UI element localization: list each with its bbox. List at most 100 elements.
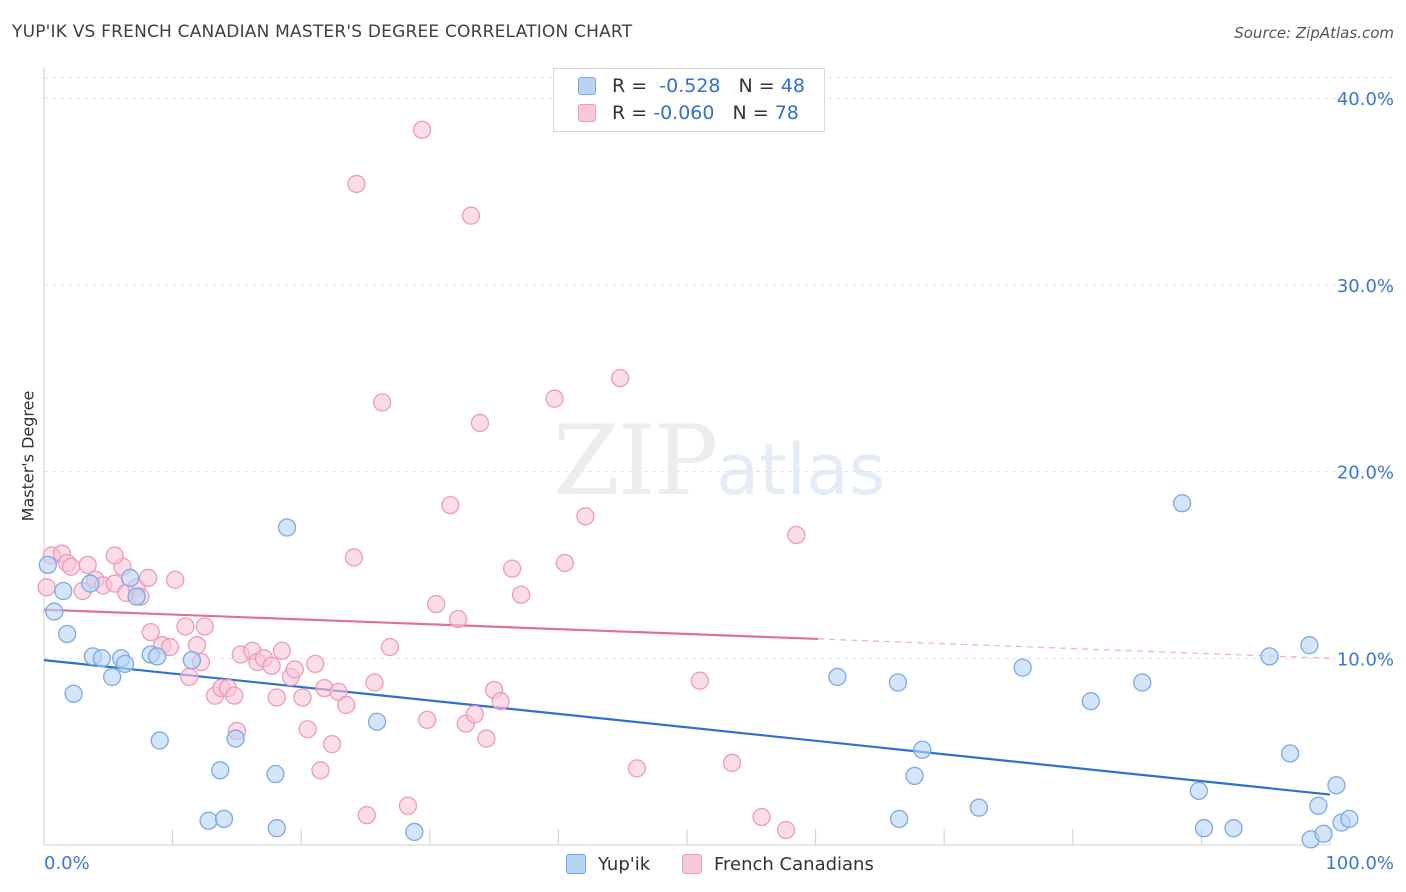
y-tick-label: 20.0%: [1337, 463, 1394, 484]
legend-r-value: -0.060: [653, 102, 715, 124]
point-yupik: [1314, 824, 1333, 843]
point-yupik: [913, 740, 932, 759]
chart-title: YUP'IK VS FRENCH CANADIAN MASTER'S DEGRE…: [12, 22, 633, 42]
point-french-canadians: [441, 495, 460, 515]
point-yupik: [1133, 673, 1152, 692]
point-french-canadians: [787, 525, 806, 545]
point-yupik: [267, 819, 286, 838]
data-points: [37, 120, 1359, 849]
point-yupik: [211, 761, 230, 780]
point-french-canadians: [267, 688, 286, 707]
bottom-legend-swatch-yupik: [566, 854, 586, 874]
point-yupik: [1172, 494, 1192, 513]
point-french-canadians: [344, 548, 364, 567]
point-french-canadians: [195, 617, 214, 636]
point-yupik: [38, 555, 58, 575]
point-yupik: [1081, 692, 1100, 711]
point-yupik: [905, 766, 924, 786]
legend-n-label: N =: [738, 75, 775, 97]
point-french-canadians: [180, 667, 199, 687]
point-french-canadians: [776, 820, 796, 840]
point-french-canadians: [465, 705, 484, 724]
point-yupik: [64, 684, 83, 703]
point-yupik: [1340, 809, 1359, 829]
y-tick-label: 30.0%: [1337, 276, 1394, 297]
point-french-canadians: [78, 555, 97, 575]
trend-lines: [43, 608, 1331, 796]
point-french-canadians: [418, 710, 437, 730]
point-yupik: [1327, 776, 1346, 795]
point-yupik: [57, 624, 77, 644]
point-yupik: [1013, 658, 1032, 677]
watermark-atlas: atlas: [716, 429, 886, 511]
point-french-canadians: [298, 720, 317, 739]
point-french-canadians: [373, 393, 392, 412]
point-french-canadians: [448, 609, 468, 629]
point-yupik: [277, 518, 297, 537]
point-yupik: [127, 587, 146, 606]
point-yupik: [405, 822, 424, 842]
bottom-legend-french-canadians: French Canadians: [682, 852, 874, 876]
point-french-canadians: [555, 553, 574, 573]
point-french-canadians: [262, 656, 281, 675]
y-axis-label: Master's Degree: [18, 390, 38, 522]
axes: [43, 68, 1331, 846]
point-yupik: [1224, 819, 1243, 838]
point-french-canadians: [491, 692, 510, 711]
legend-row-yupik: R = -0.528 N = 48: [578, 73, 805, 99]
y-tick-label: 40.0%: [1337, 89, 1394, 110]
point-yupik: [103, 667, 122, 687]
point-french-canadians: [347, 174, 366, 194]
point-yupik: [214, 809, 234, 829]
legend-n-value: 48: [780, 75, 805, 97]
point-french-canadians: [322, 735, 342, 754]
trend-line-french-canadians: [43, 608, 819, 641]
legend-row-french-canadians: R = -0.060 N = 78: [578, 100, 799, 126]
point-french-canadians: [141, 622, 160, 642]
point-yupik: [1194, 819, 1214, 838]
legend-n-value: 78: [774, 102, 799, 124]
point-yupik: [92, 649, 112, 668]
point-french-canadians: [690, 671, 710, 690]
point-french-canadians: [176, 617, 195, 636]
point-yupik: [199, 811, 218, 830]
x-tick-label: 0.0%: [44, 853, 90, 874]
chart-source: Source: ZipAtlas.com: [1234, 24, 1394, 42]
point-french-canadians: [139, 568, 158, 588]
point-french-canadians: [610, 368, 630, 388]
legend-r-label: R =: [612, 75, 648, 97]
point-french-canadians: [398, 796, 418, 815]
point-french-canadians: [357, 805, 376, 825]
point-french-canadians: [511, 585, 531, 604]
point-french-canadians: [306, 654, 325, 674]
point-yupik: [182, 650, 202, 670]
point-french-canadians: [470, 413, 490, 433]
point-french-canadians: [311, 761, 330, 780]
point-yupik: [828, 667, 847, 687]
point-yupik: [1280, 744, 1300, 763]
point-french-canadians: [272, 641, 292, 660]
point-french-canadians: [427, 594, 446, 614]
legend-r-label: R =: [612, 102, 648, 124]
bottom-legend-label-yupik: Yup'ik: [598, 853, 651, 875]
watermark: ZIPatlas: [553, 405, 885, 517]
point-french-canadians: [293, 688, 312, 707]
watermark-zip: ZIP: [553, 405, 718, 517]
point-yupik: [150, 731, 169, 750]
point-french-canadians: [752, 807, 771, 827]
point-yupik: [969, 798, 989, 817]
point-french-canadians: [61, 557, 81, 576]
point-yupik: [45, 602, 64, 621]
bottom-legend-yupik: Yup'ik: [566, 852, 650, 876]
point-yupik: [115, 654, 135, 674]
point-french-canadians: [722, 753, 742, 772]
point-yupik: [226, 729, 245, 748]
trend-line-extension-french-canadians: [818, 638, 1331, 659]
bottom-legend-swatch-french-canadians: [682, 854, 702, 874]
point-french-canadians: [627, 759, 646, 778]
point-yupik: [54, 581, 73, 601]
point-yupik: [1189, 781, 1208, 800]
point-french-canadians: [37, 578, 56, 597]
point-yupik: [121, 568, 140, 588]
